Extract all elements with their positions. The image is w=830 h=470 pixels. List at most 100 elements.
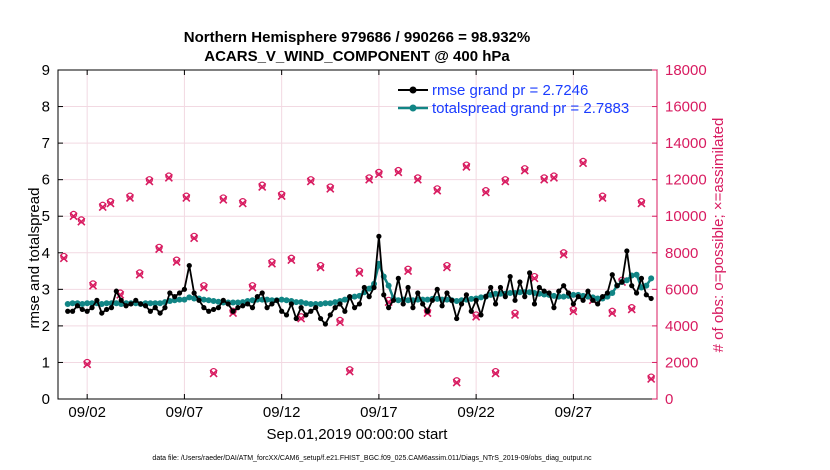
rmse-point (415, 290, 421, 296)
rmse-point (162, 305, 168, 311)
spread-point (302, 300, 309, 307)
obs-assimilated-marker (365, 175, 374, 184)
obs-possible-marker (155, 243, 163, 251)
obs-possible-marker (443, 261, 451, 270)
x-tick-label: 09/22 (457, 404, 495, 421)
obs-possible-marker (355, 267, 364, 275)
rmse-point (556, 288, 562, 294)
rmse-point (279, 308, 285, 314)
rmse-point (502, 294, 508, 300)
obs-assimilated-marker (164, 173, 173, 182)
obs-possible-marker (77, 216, 85, 224)
rmse-point (444, 290, 450, 296)
obs-assimilated-marker (98, 203, 107, 212)
obs-assimilated-marker (219, 195, 228, 204)
obs-assimilated-marker (190, 234, 199, 243)
obs-possible-marker (336, 316, 344, 325)
y2-tick-label: 18000 (665, 62, 707, 79)
rmse-point (595, 301, 601, 307)
y2-tick-label: 4000 (665, 318, 698, 335)
spread-point (230, 299, 237, 306)
obs-assimilated-marker (316, 263, 325, 272)
rmse-point (614, 283, 620, 289)
obs-possible-marker (326, 183, 334, 191)
rmse-point (570, 301, 576, 307)
rmse-point (390, 297, 397, 303)
obs-assimilated-marker (559, 250, 568, 259)
rmse-point (298, 305, 304, 311)
rmse-point (420, 301, 426, 307)
obs-assimilated-marker (258, 182, 267, 192)
rmse-point (118, 297, 124, 303)
spread-point (307, 300, 314, 307)
obs-possible-marker (647, 373, 655, 381)
x-axis-label: Sep.01,2019 00:00:00 start (267, 426, 449, 443)
spread-point (181, 296, 188, 303)
obs-assimilated-marker (106, 199, 115, 208)
rmse-point (478, 312, 484, 318)
obs-possible-marker (229, 307, 237, 315)
obs-assimilated-marker (297, 314, 306, 323)
spread-point (351, 293, 358, 300)
legend: rmse grand pr = 2.7246 totalspread grand… (398, 82, 629, 117)
spread-point (113, 300, 120, 307)
obs-possible-marker (83, 358, 91, 367)
chart-subtitle: ACARS_V_WIND_COMPONENT @ 400 hPa (204, 48, 510, 65)
spread-point (327, 300, 334, 307)
rmse-point (99, 310, 105, 316)
spread-point (283, 297, 290, 304)
obs-possible-marker (219, 194, 227, 202)
obs-assimilated-marker (530, 274, 539, 283)
rmse-point (531, 301, 538, 307)
rmse-point (191, 290, 197, 296)
obs-assimilated-marker (209, 369, 218, 378)
spread-point (205, 297, 212, 304)
spread-point (147, 300, 154, 307)
rmse-point (79, 306, 85, 313)
obs-possible-marker (560, 249, 568, 257)
rmse-point (386, 305, 392, 311)
rmse-point (580, 297, 586, 303)
rmse-point (317, 315, 324, 322)
spread-point (200, 296, 207, 303)
spread-point (623, 277, 630, 284)
rmse-point (303, 312, 309, 318)
obs-assimilated-marker (83, 360, 92, 369)
spread-point (186, 294, 193, 301)
spread-point (234, 299, 241, 306)
spread-point (609, 289, 616, 296)
obs-possible-marker (375, 168, 383, 176)
rmse-point (89, 305, 95, 311)
spread-point (424, 296, 431, 303)
spread-point (507, 289, 514, 296)
obs-possible-marker (239, 198, 247, 206)
rmse-point (497, 284, 504, 291)
y-tick-label: 3 (42, 281, 50, 298)
obs-assimilated-marker (647, 374, 656, 383)
rmse-point (94, 297, 100, 303)
obs-possible-marker (482, 187, 490, 195)
spread-point (293, 299, 300, 306)
obs-assimilated-marker (335, 318, 345, 327)
obs-assimilated-marker (345, 367, 354, 376)
rmse-point (283, 312, 290, 318)
rmse-point (527, 270, 533, 276)
obs-assimilated-marker (608, 309, 617, 318)
x-tick-label: 09/07 (166, 404, 204, 421)
rmse-point (337, 301, 343, 307)
rmse-point (638, 275, 645, 281)
obs-possible-marker (579, 157, 587, 165)
spread-point (477, 294, 484, 301)
obs-assimilated-marker (199, 283, 208, 292)
rmse-point (288, 301, 294, 307)
x-tick-label: 09/27 (555, 404, 593, 421)
rmse-point (65, 308, 71, 314)
spread-point (79, 300, 86, 307)
obs-possible-marker (511, 309, 519, 317)
obs-assimilated-marker (287, 256, 296, 265)
legend-rmse-marker (409, 86, 417, 94)
x-tick-label: 09/12 (263, 404, 301, 421)
spread-point (560, 293, 567, 300)
spread-point (152, 300, 159, 307)
obs-assimilated-marker (462, 162, 471, 171)
